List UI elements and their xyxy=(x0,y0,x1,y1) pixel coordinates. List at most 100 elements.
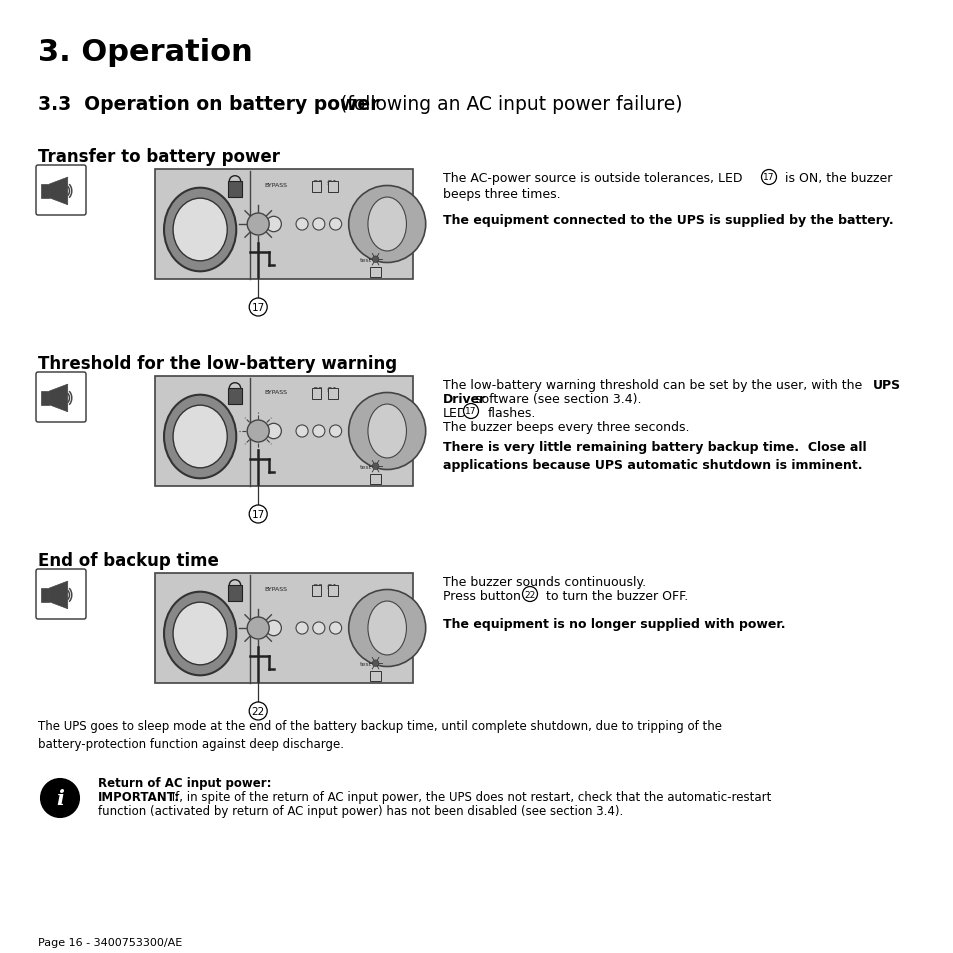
Text: BYPASS: BYPASS xyxy=(265,586,288,591)
FancyBboxPatch shape xyxy=(41,185,50,198)
Text: software (see section 3.4).: software (see section 3.4). xyxy=(475,393,640,406)
FancyBboxPatch shape xyxy=(228,182,242,197)
Text: IMPORTANT:: IMPORTANT: xyxy=(98,790,180,803)
FancyBboxPatch shape xyxy=(328,388,337,399)
Ellipse shape xyxy=(164,395,236,478)
Text: is ON, the buzzer: is ON, the buzzer xyxy=(784,172,891,185)
Text: Press button: Press button xyxy=(442,589,520,602)
Circle shape xyxy=(266,217,281,233)
Text: to turn the buzzer OFF.: to turn the buzzer OFF. xyxy=(545,589,687,602)
Text: If, in spite of the return of AC input power, the UPS does not restart, check th: If, in spite of the return of AC input p… xyxy=(168,790,771,803)
Circle shape xyxy=(349,590,425,667)
Circle shape xyxy=(372,660,378,667)
Ellipse shape xyxy=(172,602,227,665)
Text: 22: 22 xyxy=(524,590,535,598)
Text: Return of AC input power:: Return of AC input power: xyxy=(98,776,272,789)
Ellipse shape xyxy=(368,601,406,656)
FancyBboxPatch shape xyxy=(370,475,380,484)
Text: End of backup time: End of backup time xyxy=(38,552,218,569)
Circle shape xyxy=(249,702,267,720)
Text: Ω2  Ω1: Ω2 Ω1 xyxy=(313,180,337,186)
Text: There is very little remaining battery backup time.  Close all
applications beca: There is very little remaining battery b… xyxy=(442,440,865,472)
Text: Ω2  Ω1: Ω2 Ω1 xyxy=(313,387,337,393)
Text: (following an AC input power failure): (following an AC input power failure) xyxy=(334,95,681,113)
FancyBboxPatch shape xyxy=(328,181,337,193)
Text: The buzzer sounds continuously.: The buzzer sounds continuously. xyxy=(442,576,645,588)
Text: 22: 22 xyxy=(252,706,265,717)
Text: Driver: Driver xyxy=(442,393,486,406)
Text: test: test xyxy=(359,464,372,469)
FancyBboxPatch shape xyxy=(312,585,321,596)
FancyBboxPatch shape xyxy=(36,569,86,619)
Text: 3.3  Operation on battery power: 3.3 Operation on battery power xyxy=(38,95,379,113)
Circle shape xyxy=(372,256,378,263)
Circle shape xyxy=(247,420,269,442)
Circle shape xyxy=(372,463,378,470)
Text: UPS: UPS xyxy=(872,378,901,392)
FancyBboxPatch shape xyxy=(154,170,413,280)
Circle shape xyxy=(295,622,308,635)
Circle shape xyxy=(313,622,325,635)
Circle shape xyxy=(329,219,341,231)
FancyBboxPatch shape xyxy=(41,392,50,405)
Text: Ω2  Ω1: Ω2 Ω1 xyxy=(313,583,337,590)
Ellipse shape xyxy=(172,199,227,261)
Circle shape xyxy=(249,298,267,316)
Text: The low-battery warning threshold can be set by the user, with the: The low-battery warning threshold can be… xyxy=(442,378,865,392)
FancyBboxPatch shape xyxy=(154,376,413,486)
Circle shape xyxy=(463,404,478,419)
Polygon shape xyxy=(50,581,68,609)
Circle shape xyxy=(349,393,425,470)
Circle shape xyxy=(349,186,425,263)
Text: Transfer to battery power: Transfer to battery power xyxy=(38,148,280,166)
Circle shape xyxy=(247,213,269,235)
Text: 17: 17 xyxy=(465,407,476,416)
Text: function (activated by return of AC input power) has not been disabled (see sect: function (activated by return of AC inpu… xyxy=(98,804,622,817)
Circle shape xyxy=(295,219,308,231)
Text: 3. Operation: 3. Operation xyxy=(38,38,253,67)
Ellipse shape xyxy=(368,405,406,458)
Circle shape xyxy=(329,425,341,437)
FancyBboxPatch shape xyxy=(41,588,50,602)
Text: test: test xyxy=(359,257,372,262)
Circle shape xyxy=(247,618,269,639)
Text: The AC-power source is outside tolerances, LED: The AC-power source is outside tolerance… xyxy=(442,172,741,185)
Circle shape xyxy=(41,780,79,817)
Text: The equipment connected to the UPS is supplied by the battery.: The equipment connected to the UPS is su… xyxy=(442,213,893,227)
FancyBboxPatch shape xyxy=(228,585,242,601)
Text: test: test xyxy=(359,661,372,666)
Circle shape xyxy=(329,622,341,635)
Text: 17: 17 xyxy=(762,173,774,182)
FancyBboxPatch shape xyxy=(370,268,380,277)
Circle shape xyxy=(266,620,281,636)
Ellipse shape xyxy=(164,189,236,272)
Text: BYPASS: BYPASS xyxy=(265,390,288,395)
Text: BYPASS: BYPASS xyxy=(265,183,288,188)
Circle shape xyxy=(266,424,281,439)
Text: The UPS goes to sleep mode at the end of the battery backup time, until complete: The UPS goes to sleep mode at the end of… xyxy=(38,720,721,751)
FancyBboxPatch shape xyxy=(312,388,321,399)
Ellipse shape xyxy=(368,198,406,252)
FancyBboxPatch shape xyxy=(370,671,380,681)
Ellipse shape xyxy=(164,592,236,676)
Circle shape xyxy=(313,219,325,231)
FancyBboxPatch shape xyxy=(36,373,86,422)
Text: The buzzer beeps every three seconds.: The buzzer beeps every three seconds. xyxy=(442,420,689,434)
Text: flashes.: flashes. xyxy=(488,407,536,419)
Text: i: i xyxy=(56,788,64,808)
Text: 17: 17 xyxy=(252,510,265,519)
Circle shape xyxy=(295,425,308,437)
Polygon shape xyxy=(50,385,68,413)
FancyBboxPatch shape xyxy=(312,181,321,193)
Circle shape xyxy=(313,425,325,437)
Text: beeps three times.: beeps three times. xyxy=(442,188,560,201)
Text: LED: LED xyxy=(442,407,467,419)
Text: The equipment is no longer supplied with power.: The equipment is no longer supplied with… xyxy=(442,618,784,630)
Circle shape xyxy=(522,587,537,602)
Circle shape xyxy=(760,171,776,185)
Text: 17: 17 xyxy=(252,303,265,313)
FancyBboxPatch shape xyxy=(328,585,337,596)
FancyBboxPatch shape xyxy=(36,166,86,215)
Circle shape xyxy=(249,505,267,523)
Ellipse shape xyxy=(172,406,227,468)
